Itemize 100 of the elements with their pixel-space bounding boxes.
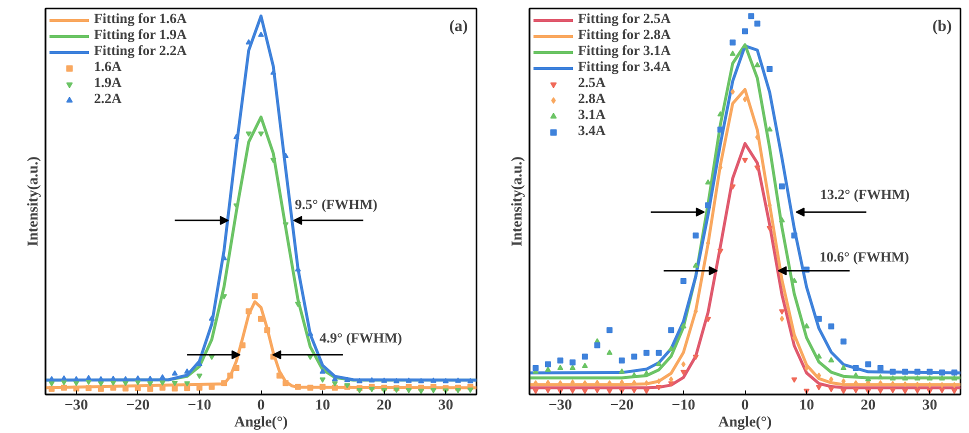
point (643, 350, 650, 356)
point (320, 377, 326, 383)
x-tick-label: −20 (126, 398, 150, 414)
point (282, 152, 289, 158)
point (467, 388, 474, 393)
point (98, 381, 104, 387)
point (631, 388, 638, 394)
point (865, 361, 872, 368)
annotation: 10.6° (FWHM) (820, 250, 910, 266)
point (344, 376, 350, 382)
point (730, 50, 736, 56)
point (914, 388, 920, 394)
x-tick-label: −10 (188, 398, 212, 414)
point (890, 368, 896, 375)
point (406, 388, 412, 394)
point (680, 322, 686, 328)
point (110, 384, 116, 391)
legend-label: Fitting for 3.1A (578, 44, 671, 60)
point (418, 378, 424, 384)
point (606, 349, 613, 355)
legend-label: 2.8A (578, 92, 606, 108)
point (680, 278, 686, 284)
point (246, 308, 252, 314)
point (902, 388, 908, 394)
point (780, 316, 784, 322)
point (730, 40, 736, 46)
point (816, 384, 822, 390)
point (307, 384, 314, 391)
point (778, 309, 785, 315)
point (582, 388, 588, 394)
x-tick-label: 10 (315, 398, 330, 414)
point (643, 388, 650, 394)
point (134, 375, 141, 381)
x-tick-label: 30 (438, 398, 454, 414)
point (618, 357, 625, 364)
point (939, 388, 946, 394)
point (828, 386, 834, 392)
legend-label: 1.9A (94, 76, 122, 92)
point (73, 376, 80, 382)
point (455, 377, 462, 383)
point (939, 375, 946, 381)
point (418, 388, 424, 394)
point (356, 378, 363, 384)
point (159, 380, 166, 386)
point (570, 364, 576, 370)
point (368, 386, 375, 392)
x-tick-label: 0 (741, 398, 749, 414)
point (430, 388, 436, 394)
point (852, 365, 859, 372)
point (766, 226, 773, 232)
point (668, 376, 674, 382)
point (865, 376, 872, 382)
point (902, 375, 908, 381)
y-axis-title: Intensity(a.u.) (26, 156, 42, 247)
point (430, 377, 436, 383)
point (172, 370, 178, 376)
point (914, 375, 920, 381)
point (902, 368, 908, 375)
point (557, 357, 564, 364)
point (618, 368, 625, 374)
point (742, 158, 748, 164)
point (544, 361, 551, 368)
point (48, 376, 55, 382)
point (594, 388, 600, 394)
point (606, 388, 613, 394)
point (73, 385, 80, 392)
point (742, 28, 748, 34)
point (766, 66, 773, 72)
point (320, 384, 326, 390)
legend-label: 2.2A (94, 92, 122, 108)
point (48, 381, 55, 387)
legend-label: Fitting for 1.9A (94, 28, 187, 44)
point (320, 368, 326, 374)
point (48, 386, 55, 392)
point (680, 370, 686, 376)
x-axis-title: Angle(°) (718, 414, 772, 430)
point (332, 381, 338, 387)
annotation: (a) (449, 18, 468, 36)
legend-label: 3.4A (578, 124, 606, 140)
point (939, 370, 946, 376)
annotation: 9.5° (FWHM) (294, 198, 378, 213)
point (221, 254, 228, 260)
point (381, 377, 388, 383)
point (86, 374, 92, 380)
point (791, 377, 798, 383)
x-tick-label: 20 (376, 398, 392, 414)
legend-label: 2.5A (578, 76, 606, 92)
annotation: 13.2° (FWHM) (820, 188, 910, 203)
point (264, 327, 270, 334)
point (606, 327, 613, 334)
x-tick-label: 0 (257, 398, 265, 414)
legend-label: 1.6A (94, 60, 122, 76)
legend-label: Fitting for 2.2A (94, 44, 187, 60)
point (532, 388, 539, 394)
point (294, 384, 301, 390)
point (668, 327, 674, 334)
point (455, 388, 462, 394)
x-tick-label: −20 (610, 398, 634, 414)
point (890, 388, 896, 394)
point (406, 377, 412, 383)
